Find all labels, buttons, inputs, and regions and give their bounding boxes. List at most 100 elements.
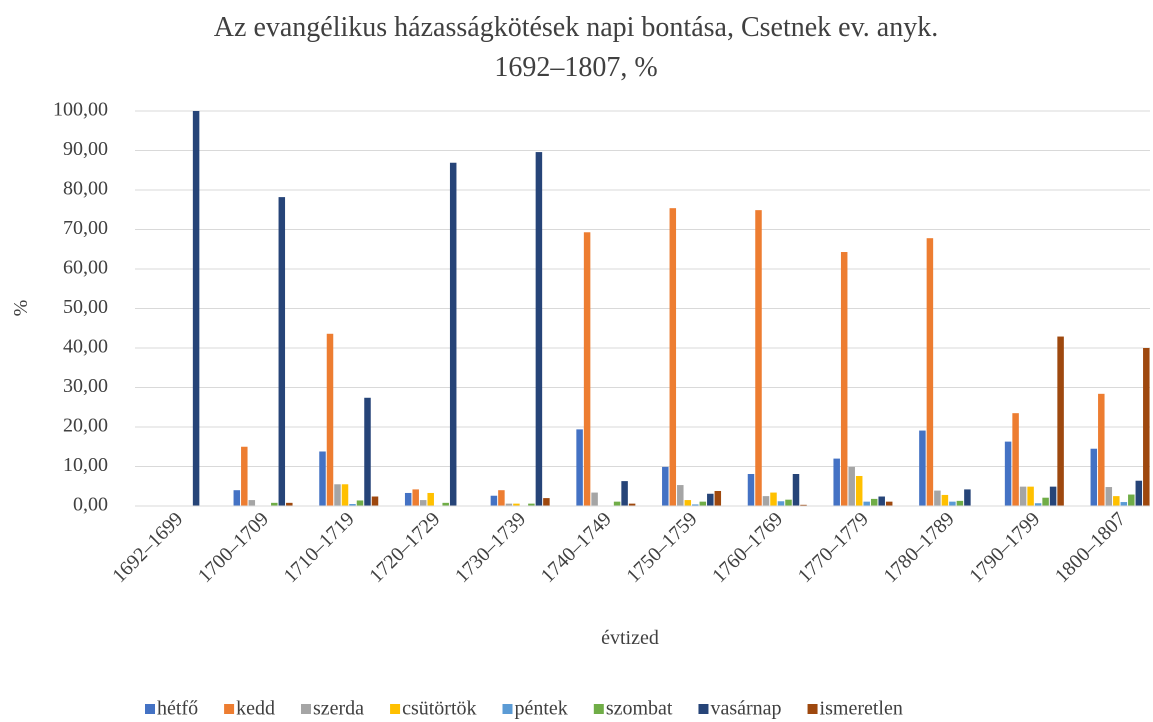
bar [613, 501, 621, 506]
bar [576, 429, 583, 506]
bar [770, 492, 777, 506]
bar [800, 504, 807, 506]
bar [621, 481, 628, 506]
bar [762, 496, 770, 506]
bar [326, 333, 334, 506]
bar [192, 111, 200, 506]
bar [442, 502, 449, 506]
bar [1049, 486, 1057, 506]
bar [1120, 502, 1128, 506]
x-tick-label: 1710–1719 [280, 508, 359, 587]
bar [878, 496, 885, 506]
bar [334, 484, 341, 506]
bar [341, 484, 349, 506]
legend-swatch [300, 704, 311, 714]
bar [848, 466, 855, 506]
bar [677, 485, 684, 506]
bar [427, 492, 434, 506]
bar [777, 501, 785, 506]
y-tick-label: 80,00 [63, 178, 108, 200]
bar [885, 501, 893, 506]
bar [241, 446, 248, 506]
bar [319, 451, 326, 506]
bar [669, 208, 677, 507]
bar [1027, 486, 1034, 506]
legend-label: péntek [515, 698, 568, 720]
bar [1098, 393, 1105, 506]
bar [528, 503, 535, 506]
bar [513, 503, 520, 506]
bar [926, 238, 934, 506]
bar [371, 496, 379, 506]
bar [404, 492, 412, 506]
legend-swatch [698, 704, 709, 714]
x-tick-label: 1692–1699 [108, 508, 187, 587]
bar [1004, 441, 1012, 506]
bar [248, 500, 256, 506]
bar [543, 498, 550, 506]
x-tick-label: 1740–1749 [537, 508, 616, 587]
y-tick-label: 50,00 [63, 296, 108, 318]
bar [934, 490, 941, 506]
y-tick-label: 90,00 [63, 138, 108, 160]
bar [1135, 480, 1143, 506]
x-tick-label: 1700–1709 [194, 508, 273, 587]
x-tick-label: 1720–1729 [365, 508, 444, 587]
legend-label: szombat [606, 698, 673, 720]
bar [1019, 486, 1027, 506]
y-tick-label: 0,00 [73, 494, 108, 516]
bar [863, 501, 870, 506]
bar [956, 500, 964, 506]
legend-swatch [593, 704, 604, 714]
bar [1090, 448, 1098, 506]
bar [505, 503, 513, 506]
bar [412, 489, 419, 506]
x-tick-label: 1790–1799 [965, 508, 1044, 587]
bar [833, 458, 840, 506]
bar [792, 474, 800, 506]
legend-label: hétfő [157, 698, 198, 720]
legend-swatch [224, 704, 235, 714]
bar [1113, 496, 1120, 506]
bar [855, 475, 863, 506]
bar [490, 495, 498, 506]
bar [1143, 348, 1150, 506]
y-tick-label: 40,00 [63, 336, 108, 358]
bar [785, 499, 792, 506]
x-tick-label: 1780–1789 [879, 508, 958, 587]
bar [419, 500, 427, 506]
bar [840, 252, 848, 506]
y-tick-label: 60,00 [63, 257, 108, 279]
bar [278, 197, 286, 507]
bar [286, 502, 293, 506]
bar [699, 501, 707, 506]
legend-swatch [807, 704, 818, 714]
bar [684, 500, 692, 506]
x-tick-label: 1750–1759 [622, 508, 701, 587]
legend-label: szerda [313, 698, 364, 720]
x-tick-label: 1770–1779 [794, 508, 873, 587]
y-axis-title: % [10, 300, 32, 317]
bar [747, 474, 755, 506]
bar [662, 466, 669, 506]
bar [1128, 494, 1135, 506]
legend-label: ismeretlen [820, 698, 903, 720]
bar [870, 498, 878, 506]
bar [233, 490, 241, 506]
bar [755, 210, 762, 506]
legend-label: vasárnap [710, 698, 781, 720]
bar [707, 493, 714, 506]
bar [449, 162, 457, 506]
y-tick-label: 10,00 [63, 454, 108, 476]
x-tick-label: 1800–1807 [1051, 508, 1130, 587]
bar [591, 492, 598, 506]
legend-label: csütörtök [402, 698, 476, 720]
bar [535, 152, 543, 506]
y-tick-label: 100,00 [53, 99, 108, 121]
x-tick-label: 1730–1739 [451, 508, 530, 587]
bar [583, 232, 591, 506]
bar [271, 502, 278, 506]
bar [941, 494, 949, 506]
